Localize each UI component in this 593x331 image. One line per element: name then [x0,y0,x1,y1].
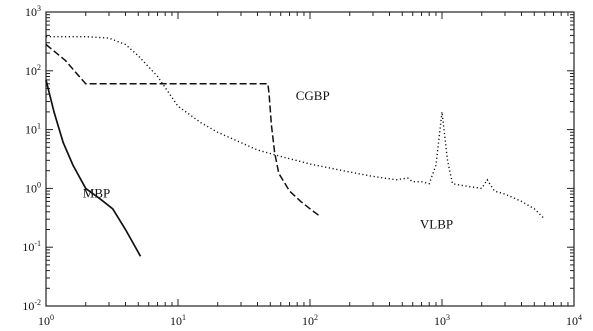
x-tick-label: 104 [566,313,582,328]
x-tick-label: 102 [302,313,318,328]
x-tick-labels: 100 101 102 103 104 [38,313,582,328]
y-tick-label: 100 [25,180,41,195]
series-label-cgbp: CGBP [296,88,330,103]
x-tick-label: 100 [38,313,54,328]
plot-frame [45,11,575,307]
series-label-mbp: MBP [83,186,110,201]
series-line-mbp [45,79,142,257]
x-tick-label: 103 [434,313,450,328]
series-group [45,36,546,257]
y-tick-label: 10-2 [22,298,41,313]
y-tick-label: 102 [25,63,41,78]
y-tick-label: 10-1 [22,239,41,254]
x-tick-label: 101 [170,313,186,328]
series-label-vlbp: VLBP [420,216,453,231]
y-tick-label: 103 [25,4,41,19]
series-line-vlbp [46,36,546,220]
series-line-cgbp [45,43,321,218]
axis-ticks [45,11,575,307]
y-tick-label: 101 [25,122,41,137]
series-labels: MBP CGBP VLBP [83,88,453,231]
y-tick-labels: 10-2 10-1 100 101 102 103 [22,4,41,313]
